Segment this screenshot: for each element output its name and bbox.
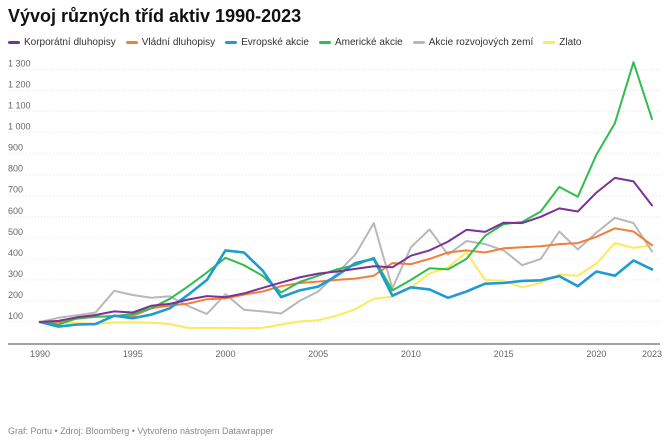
y-tick-label: 1 300 [8, 59, 31, 69]
x-tick-label: 2020 [586, 349, 606, 359]
legend-label: Korporátní dluhopisy [24, 37, 116, 48]
chart-legend: Korporátní dluhopisy Vládní dluhopisy Evro… [8, 36, 668, 48]
y-tick-label: 1 000 [8, 122, 31, 132]
x-tick-label: 2000 [215, 349, 235, 359]
y-tick-label: 300 [8, 269, 23, 279]
series-line-0 [39, 176, 653, 323]
legend-label: Americké akcie [334, 37, 403, 48]
legend-item-5: Zlato [543, 37, 581, 48]
x-tick-label: 2005 [308, 349, 328, 359]
legend-swatch [318, 41, 331, 44]
y-tick-label: 400 [8, 248, 23, 258]
legend-item-3: Americké akcie [318, 37, 403, 48]
legend-item-0: Korporátní dluhopisy [8, 37, 116, 48]
chart-plot: 100 200 300 400 500 600 700 800 900 1 000 1 100 1 2… [8, 59, 662, 359]
y-tick-label: 500 [8, 227, 23, 237]
y-tick-label: 1 200 [8, 80, 31, 90]
legend-swatch [125, 41, 138, 44]
y-tick-label: 200 [8, 290, 23, 300]
legend-label: Vládní dluhopisy [141, 37, 216, 48]
y-tick-label: 900 [8, 143, 23, 153]
x-tick-label: 1990 [30, 349, 50, 359]
legend-item-1: Vládní dluhopisy [125, 37, 216, 48]
y-tick-label: 1 100 [8, 101, 31, 111]
y-tick-label: 600 [8, 206, 23, 216]
y-tick-label: 700 [8, 185, 23, 195]
x-tick-label: 2015 [494, 349, 514, 359]
x-tick-label: 1995 [123, 349, 143, 359]
series-line-3 [39, 61, 653, 326]
legend-label: Zlato [559, 37, 582, 48]
legend-label: Akcie rozvojových zemí [428, 37, 534, 48]
legend-item-2: Evropské akcie [225, 37, 309, 48]
y-tick-label: 800 [8, 164, 23, 174]
y-tick-label: 100 [8, 311, 23, 321]
series-line-1 [39, 227, 653, 323]
legend-swatch [8, 41, 20, 44]
x-tick-label: 2010 [401, 349, 421, 359]
chart-footer: Graf: Portu • Zdroj: Bloomberg • Vytvoře… [8, 426, 274, 436]
chart-title: Vývoj různých tříd aktiv 1990-2023 [8, 6, 302, 26]
legend-item-4: Akcie rozvojových zemí [412, 37, 534, 48]
x-tick-label: 2023 [642, 349, 662, 359]
legend-swatch [412, 41, 425, 44]
legend-label: Evropské akcie [241, 37, 309, 48]
legend-swatch [543, 41, 556, 44]
legend-swatch [225, 41, 238, 44]
